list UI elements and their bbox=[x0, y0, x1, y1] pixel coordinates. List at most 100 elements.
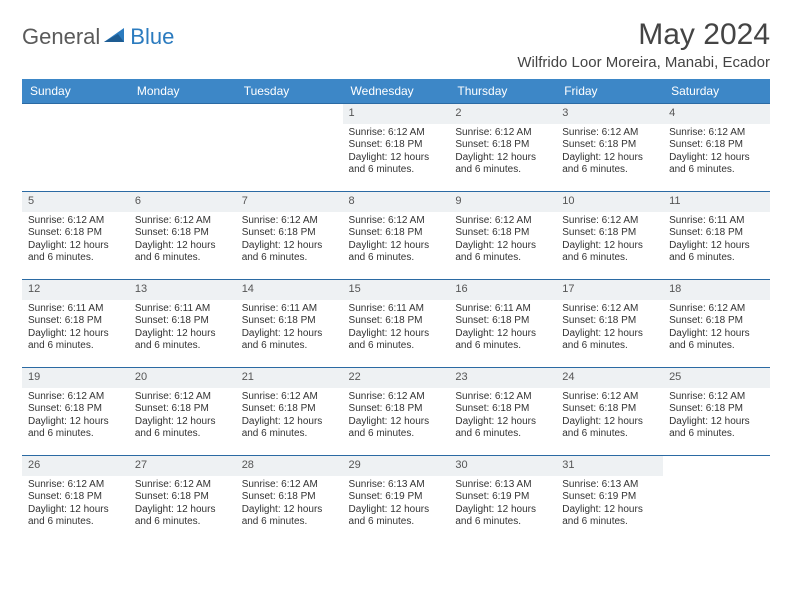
sunset-text: Sunset: 6:18 PM bbox=[669, 315, 764, 328]
sunset-text: Sunset: 6:18 PM bbox=[135, 227, 230, 240]
day-details: Sunrise: 6:13 AMSunset: 6:19 PMDaylight:… bbox=[449, 476, 556, 533]
daylight-text: Daylight: 12 hours and 6 minutes. bbox=[349, 504, 444, 529]
daylight-text: Daylight: 12 hours and 6 minutes. bbox=[28, 328, 123, 353]
calendar-day-cell: 6Sunrise: 6:12 AMSunset: 6:18 PMDaylight… bbox=[129, 192, 236, 280]
sunrise-text: Sunrise: 6:12 AM bbox=[242, 215, 337, 228]
calendar-day-cell: 26Sunrise: 6:12 AMSunset: 6:18 PMDayligh… bbox=[22, 456, 129, 544]
day-number: 13 bbox=[129, 280, 236, 300]
day-details: Sunrise: 6:12 AMSunset: 6:18 PMDaylight:… bbox=[22, 388, 129, 445]
sunset-text: Sunset: 6:18 PM bbox=[349, 403, 444, 416]
daylight-text: Daylight: 12 hours and 6 minutes. bbox=[669, 152, 764, 177]
sunrise-text: Sunrise: 6:11 AM bbox=[135, 303, 230, 316]
calendar-day-cell: 14Sunrise: 6:11 AMSunset: 6:18 PMDayligh… bbox=[236, 280, 343, 368]
calendar-day-cell: 31Sunrise: 6:13 AMSunset: 6:19 PMDayligh… bbox=[556, 456, 663, 544]
logo-triangle-icon bbox=[104, 26, 126, 49]
day-details: Sunrise: 6:12 AMSunset: 6:18 PMDaylight:… bbox=[236, 476, 343, 533]
daylight-text: Daylight: 12 hours and 6 minutes. bbox=[242, 416, 337, 441]
calendar-day-cell: 22Sunrise: 6:12 AMSunset: 6:18 PMDayligh… bbox=[343, 368, 450, 456]
sunrise-text: Sunrise: 6:12 AM bbox=[135, 391, 230, 404]
daylight-text: Daylight: 12 hours and 6 minutes. bbox=[349, 152, 444, 177]
day-details: Sunrise: 6:13 AMSunset: 6:19 PMDaylight:… bbox=[343, 476, 450, 533]
sunset-text: Sunset: 6:18 PM bbox=[242, 227, 337, 240]
sunrise-text: Sunrise: 6:12 AM bbox=[242, 479, 337, 492]
sunrise-text: Sunrise: 6:12 AM bbox=[455, 391, 550, 404]
day-number: 5 bbox=[22, 192, 129, 212]
sunset-text: Sunset: 6:18 PM bbox=[28, 227, 123, 240]
weekday-header: Tuesday bbox=[236, 79, 343, 104]
day-details: Sunrise: 6:12 AMSunset: 6:18 PMDaylight:… bbox=[556, 300, 663, 357]
daylight-text: Daylight: 12 hours and 6 minutes. bbox=[135, 240, 230, 265]
sunset-text: Sunset: 6:18 PM bbox=[242, 403, 337, 416]
daylight-text: Daylight: 12 hours and 6 minutes. bbox=[455, 328, 550, 353]
calendar-day-cell: 4Sunrise: 6:12 AMSunset: 6:18 PMDaylight… bbox=[663, 104, 770, 192]
day-number: 19 bbox=[22, 368, 129, 388]
day-number: 24 bbox=[556, 368, 663, 388]
calendar-day-cell: 25Sunrise: 6:12 AMSunset: 6:18 PMDayligh… bbox=[663, 368, 770, 456]
day-details: Sunrise: 6:12 AMSunset: 6:18 PMDaylight:… bbox=[343, 212, 450, 269]
sunset-text: Sunset: 6:18 PM bbox=[242, 315, 337, 328]
weekday-header: Monday bbox=[129, 79, 236, 104]
weekday-header: Wednesday bbox=[343, 79, 450, 104]
day-details: Sunrise: 6:12 AMSunset: 6:18 PMDaylight:… bbox=[129, 212, 236, 269]
sunrise-text: Sunrise: 6:11 AM bbox=[242, 303, 337, 316]
sunset-text: Sunset: 6:18 PM bbox=[455, 227, 550, 240]
day-number: 25 bbox=[663, 368, 770, 388]
sunset-text: Sunset: 6:18 PM bbox=[28, 491, 123, 504]
sunset-text: Sunset: 6:18 PM bbox=[28, 315, 123, 328]
calendar-body: 1Sunrise: 6:12 AMSunset: 6:18 PMDaylight… bbox=[22, 104, 770, 544]
calendar-day-cell: 17Sunrise: 6:12 AMSunset: 6:18 PMDayligh… bbox=[556, 280, 663, 368]
day-number: 27 bbox=[129, 456, 236, 476]
sunrise-text: Sunrise: 6:12 AM bbox=[562, 127, 657, 140]
calendar-day-cell: 7 Sunrise: 6:12 AMSunset: 6:18 PMDaylight… bbox=[236, 192, 343, 280]
calendar-day-cell: 15Sunrise: 6:11 AMSunset: 6:18 PMDayligh… bbox=[343, 280, 450, 368]
calendar-week-row: 12Sunrise: 6:11 AMSunset: 6:18 PMDayligh… bbox=[22, 280, 770, 368]
sunset-text: Sunset: 6:18 PM bbox=[135, 315, 230, 328]
day-details: Sunrise: 6:11 AMSunset: 6:18 PMDaylight:… bbox=[129, 300, 236, 357]
daylight-text: Daylight: 12 hours and 6 minutes. bbox=[455, 416, 550, 441]
sunset-text: Sunset: 6:18 PM bbox=[135, 491, 230, 504]
calendar-day-cell: 18Sunrise: 6:12 AMSunset: 6:18 PMDayligh… bbox=[663, 280, 770, 368]
day-number: 10 bbox=[556, 192, 663, 212]
sunrise-text: Sunrise: 6:13 AM bbox=[455, 479, 550, 492]
day-number: 11 bbox=[663, 192, 770, 212]
day-number: 9 bbox=[449, 192, 556, 212]
daylight-text: Daylight: 12 hours and 6 minutes. bbox=[669, 240, 764, 265]
day-details: Sunrise: 6:12 AMSunset: 6:18 PMDaylight:… bbox=[449, 212, 556, 269]
daylight-text: Daylight: 12 hours and 6 minutes. bbox=[242, 240, 337, 265]
calendar-day-cell: 12Sunrise: 6:11 AMSunset: 6:18 PMDayligh… bbox=[22, 280, 129, 368]
sunrise-text: Sunrise: 6:12 AM bbox=[28, 391, 123, 404]
day-number: 8 bbox=[343, 192, 450, 212]
day-number: 26 bbox=[22, 456, 129, 476]
day-number: 7 bbox=[236, 192, 343, 212]
logo: General Blue bbox=[22, 24, 174, 50]
sunset-text: Sunset: 6:18 PM bbox=[562, 403, 657, 416]
sunrise-text: Sunrise: 6:11 AM bbox=[669, 215, 764, 228]
sunset-text: Sunset: 6:18 PM bbox=[349, 315, 444, 328]
sunrise-text: Sunrise: 6:12 AM bbox=[455, 127, 550, 140]
calendar-day-cell: 19Sunrise: 6:12 AMSunset: 6:18 PMDayligh… bbox=[22, 368, 129, 456]
calendar-day-cell: 8Sunrise: 6:12 AMSunset: 6:18 PMDaylight… bbox=[343, 192, 450, 280]
day-details: Sunrise: 6:12 AMSunset: 6:18 PMDaylight:… bbox=[449, 124, 556, 181]
calendar-day-cell: 1Sunrise: 6:12 AMSunset: 6:18 PMDaylight… bbox=[343, 104, 450, 192]
calendar-day-cell: 3Sunrise: 6:12 AMSunset: 6:18 PMDaylight… bbox=[556, 104, 663, 192]
day-number: 23 bbox=[449, 368, 556, 388]
day-details: Sunrise: 6:12 AMSunset: 6:18 PMDaylight:… bbox=[663, 388, 770, 445]
day-number: 21 bbox=[236, 368, 343, 388]
daylight-text: Daylight: 12 hours and 6 minutes. bbox=[455, 152, 550, 177]
sunrise-text: Sunrise: 6:12 AM bbox=[349, 391, 444, 404]
day-number: 30 bbox=[449, 456, 556, 476]
day-number: 17 bbox=[556, 280, 663, 300]
calendar-day-cell: 10Sunrise: 6:12 AMSunset: 6:18 PMDayligh… bbox=[556, 192, 663, 280]
sunrise-text: Sunrise: 6:11 AM bbox=[349, 303, 444, 316]
sunrise-text: Sunrise: 6:11 AM bbox=[455, 303, 550, 316]
daylight-text: Daylight: 12 hours and 6 minutes. bbox=[669, 416, 764, 441]
sunset-text: Sunset: 6:18 PM bbox=[669, 139, 764, 152]
daylight-text: Daylight: 12 hours and 6 minutes. bbox=[28, 416, 123, 441]
day-details: Sunrise: 6:11 AMSunset: 6:18 PMDaylight:… bbox=[449, 300, 556, 357]
calendar-header-row: SundayMondayTuesdayWednesdayThursdayFrid… bbox=[22, 79, 770, 104]
calendar-day-cell: 13Sunrise: 6:11 AMSunset: 6:18 PMDayligh… bbox=[129, 280, 236, 368]
day-details: Sunrise: 6:12 AMSunset: 6:18 PMDaylight:… bbox=[129, 388, 236, 445]
daylight-text: Daylight: 12 hours and 6 minutes. bbox=[28, 504, 123, 529]
daylight-text: Daylight: 12 hours and 6 minutes. bbox=[242, 504, 337, 529]
calendar-day-cell: 23Sunrise: 6:12 AMSunset: 6:18 PMDayligh… bbox=[449, 368, 556, 456]
